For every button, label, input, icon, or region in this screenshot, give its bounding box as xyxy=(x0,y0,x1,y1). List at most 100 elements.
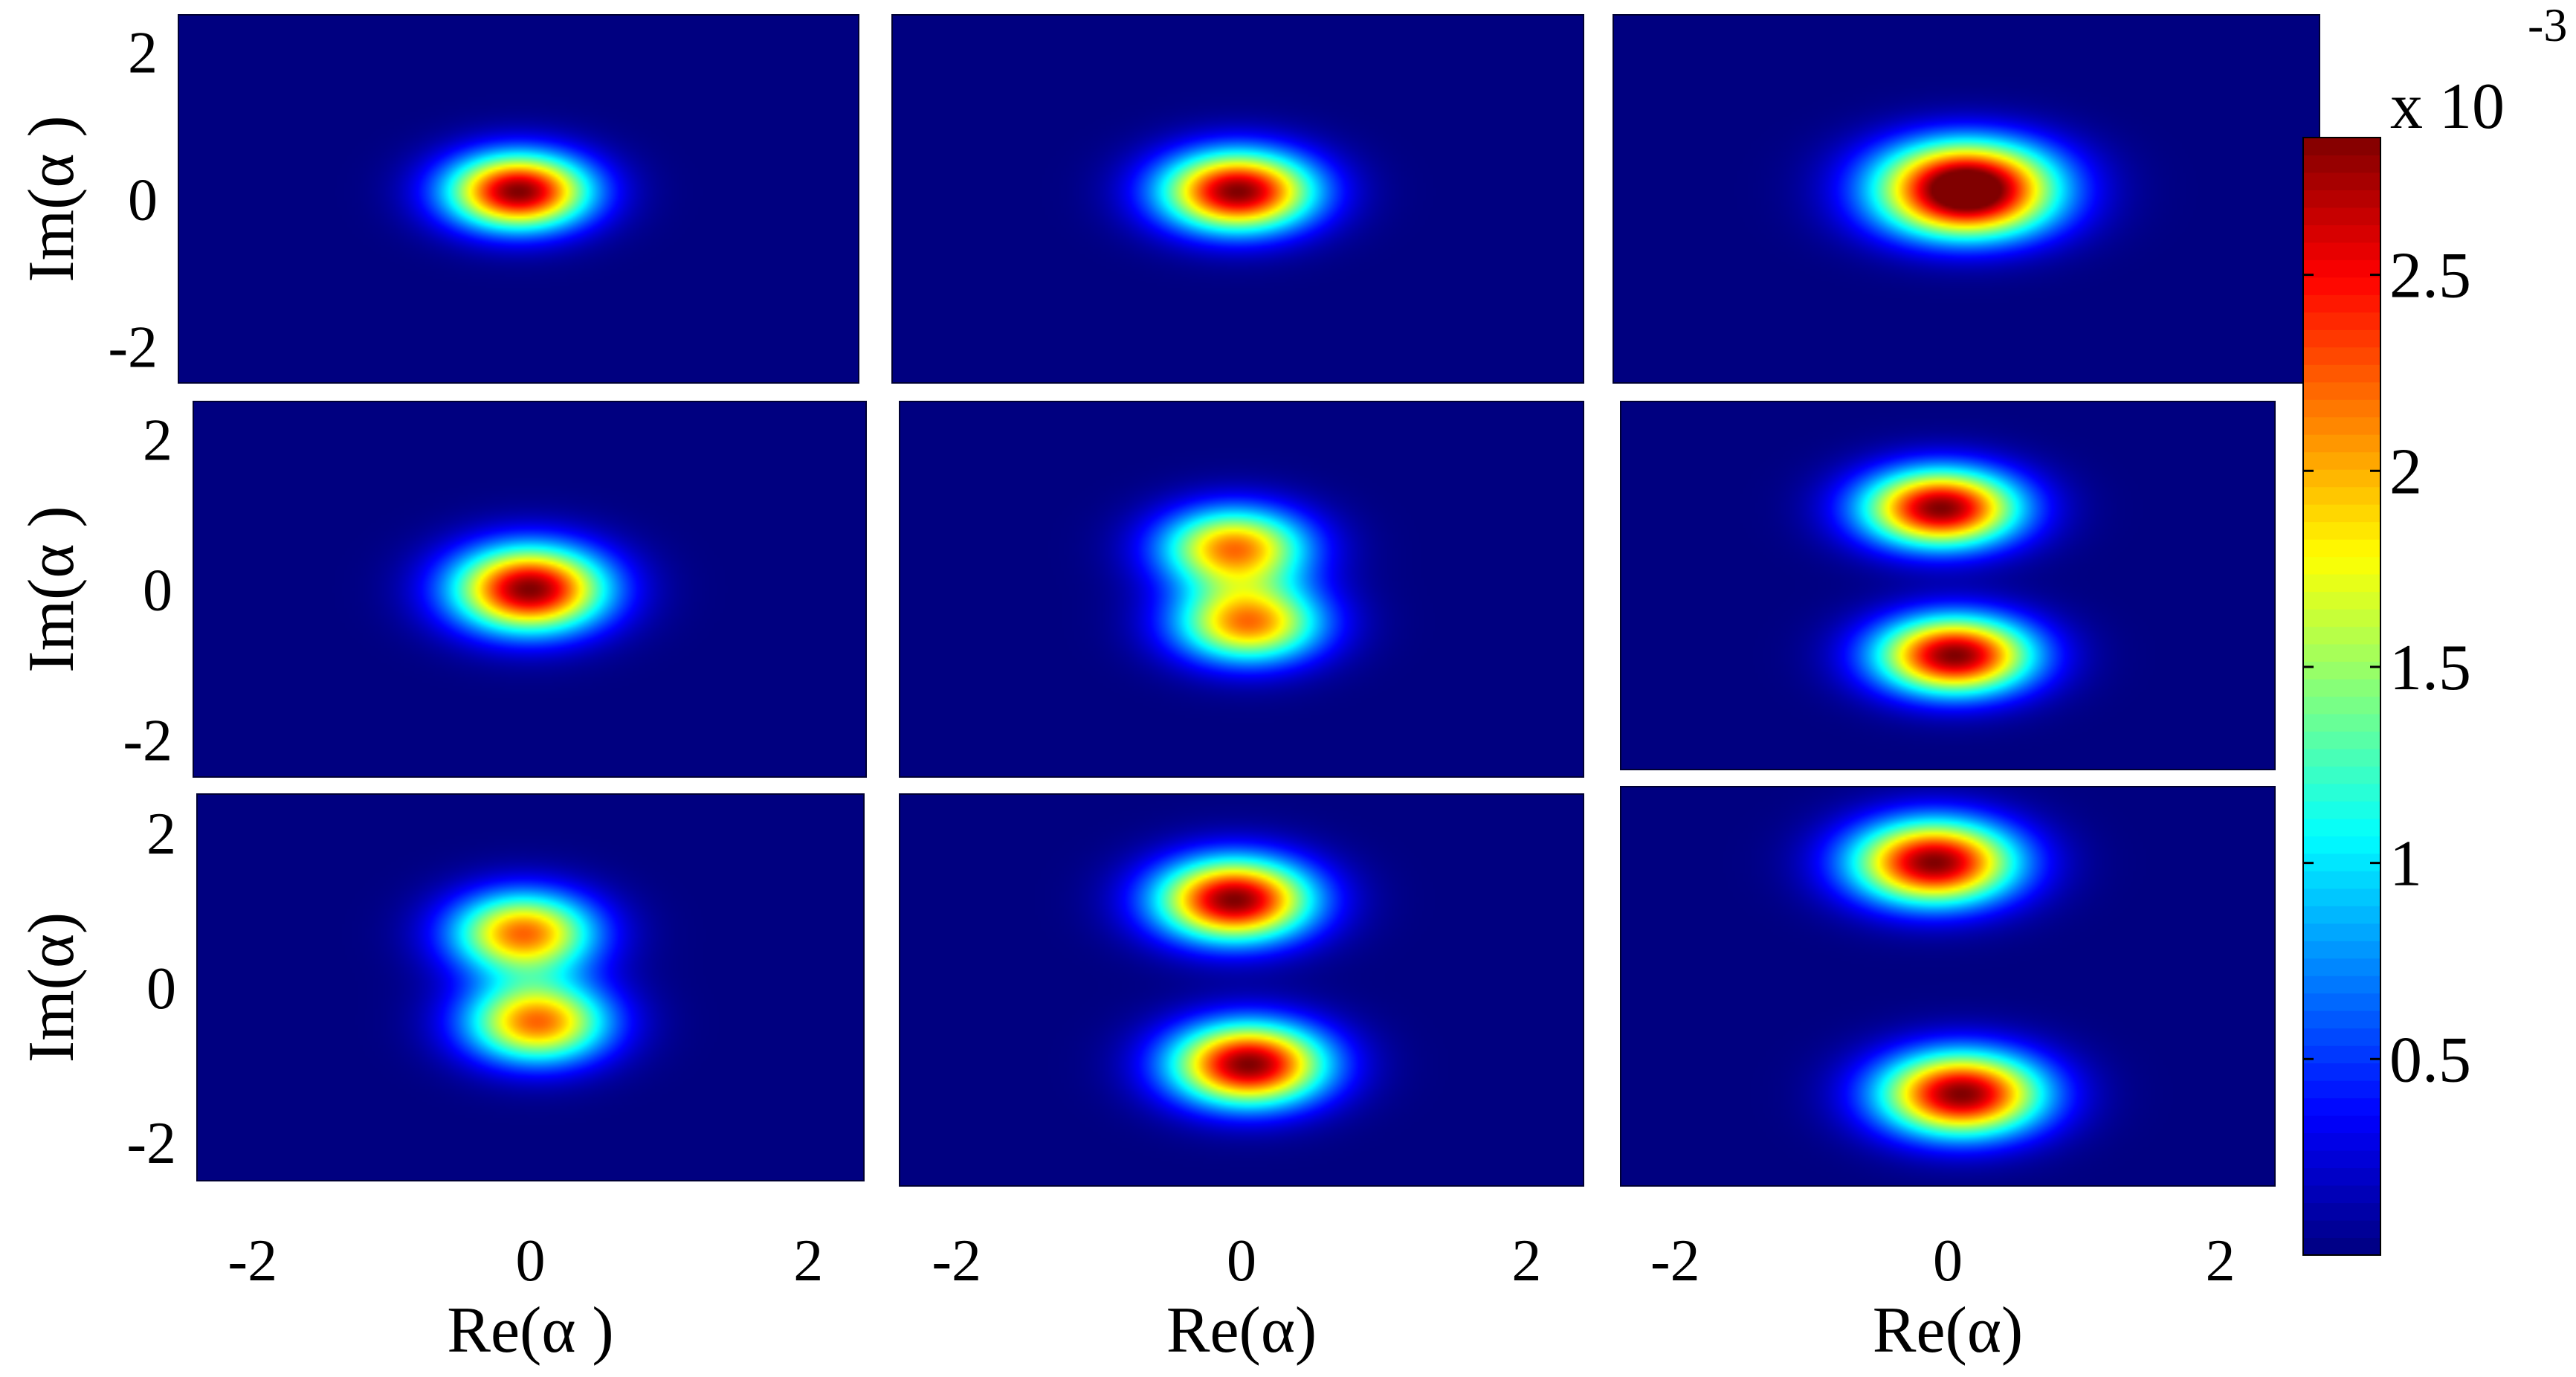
colorbar-band xyxy=(2303,329,2380,348)
colorbar-band xyxy=(2303,888,2380,906)
colorbar-band xyxy=(2303,381,2380,400)
colorbar-band xyxy=(2303,748,2380,767)
panel-frame-7 xyxy=(196,793,865,1181)
colorbar-band xyxy=(2303,993,2380,1011)
x-tick-label: -2 xyxy=(932,1228,981,1294)
colorbar-band xyxy=(2303,923,2380,941)
panel-frame-6 xyxy=(1620,401,2276,770)
colorbar-band xyxy=(2303,608,2380,628)
x-tick-label: 2 xyxy=(1511,1228,1541,1294)
colorbar-band xyxy=(2303,538,2380,558)
y-axis-label: Im(α ) xyxy=(16,506,88,672)
y-tick-label: -2 xyxy=(123,709,172,774)
heatmap-panel-4 xyxy=(193,402,866,777)
x-axis-label: Re(α ) xyxy=(447,1294,613,1367)
y-tick-label: 2 xyxy=(143,408,172,474)
panel-frame-5 xyxy=(899,401,1584,778)
x-axes: -2 0 2 Re(α ) -2 0 2 Re(α) -2 0 2 Re(α) xyxy=(227,1228,2235,1367)
panel-frame-9 xyxy=(1620,786,2276,1187)
colorbar-band xyxy=(2303,643,2380,662)
colorbar-band xyxy=(2303,626,2380,645)
panel-frame-2 xyxy=(891,14,1584,384)
heatmap-panel-2 xyxy=(892,15,1584,383)
x-axis-label: Re(α) xyxy=(1166,1294,1317,1367)
x-tick-label: 2 xyxy=(2206,1228,2236,1294)
y-axis-label: Im(α) xyxy=(16,912,88,1062)
colorbar-exponent-value: -3 xyxy=(2528,0,2567,51)
heatmap-panel-8 xyxy=(900,794,1584,1186)
colorbar-band xyxy=(2303,207,2380,225)
colorbar-band xyxy=(2303,242,2380,260)
heatmap-panel-9 xyxy=(1621,787,2275,1186)
colorbar-band xyxy=(2303,800,2380,819)
colorbar-band xyxy=(2303,765,2380,784)
colorbar-band xyxy=(2303,364,2380,383)
colorbar-band xyxy=(2303,835,2380,854)
y-tick-label: 0 xyxy=(146,956,176,1022)
panel-frame-4 xyxy=(193,401,867,778)
y-axis-label: Im(α ) xyxy=(16,115,88,282)
colorbar-band xyxy=(2303,678,2380,697)
x-tick-label: 0 xyxy=(516,1228,546,1294)
colorbar-band xyxy=(2303,433,2380,453)
colorbar-band xyxy=(2303,486,2380,505)
x-tick-label: 0 xyxy=(1933,1228,1963,1294)
y-tick-label: 0 xyxy=(128,168,158,233)
heatmap-panel-7 xyxy=(197,794,864,1181)
x-axis-label: Re(α) xyxy=(1873,1294,2023,1367)
colorbar-band xyxy=(2303,556,2380,575)
colorbar-band xyxy=(2303,696,2380,715)
colorbar-band xyxy=(2303,870,2380,889)
colorbar-band xyxy=(2303,905,2380,924)
colorbar-tick-label: 0.5 xyxy=(2389,1024,2471,1096)
colorbar-tick-label: 2 xyxy=(2389,436,2422,508)
colorbar-band xyxy=(2303,1167,2380,1186)
x-tick-label: 0 xyxy=(1227,1228,1256,1294)
colorbar-band xyxy=(2303,975,2380,994)
y-tick-label: 0 xyxy=(143,558,172,624)
colorbar-band xyxy=(2303,853,2380,871)
colorbar-band xyxy=(2303,172,2380,190)
colorbar-band xyxy=(2303,940,2380,959)
colorbar-band xyxy=(2303,1219,2380,1239)
y-tick-label: 2 xyxy=(128,21,158,86)
colorbar-band xyxy=(2303,1010,2380,1029)
colorbar-band xyxy=(2303,312,2380,330)
heatmap-panel-3 xyxy=(1613,15,2320,383)
colorbar-exponent-label: x 10 xyxy=(2390,71,2505,143)
colorbar-band xyxy=(2303,1045,2380,1064)
colorbar-tick-label: 2.5 xyxy=(2389,240,2471,312)
y-axes: 2 0 -2 Im(α ) 2 0 -2 Im(α ) 2 0 -2 Im(α) xyxy=(16,21,176,1177)
colorbar-band xyxy=(2303,277,2380,295)
colorbar-band xyxy=(2303,573,2380,593)
colorbar-band xyxy=(2303,818,2380,836)
panel-frame-8 xyxy=(899,793,1584,1187)
colorbar-tick-label: 1.5 xyxy=(2389,632,2471,704)
colorbar-band xyxy=(2303,958,2380,976)
colorbar-band xyxy=(2303,1237,2380,1256)
y-tick-label: -2 xyxy=(126,1111,176,1176)
colorbar-band xyxy=(2303,730,2380,749)
colorbar-band xyxy=(2303,451,2380,470)
colorbar-band xyxy=(2303,1184,2380,1204)
colorbar-band xyxy=(2303,661,2380,680)
colorbar-tick-label: 1 xyxy=(2389,828,2422,900)
y-tick-label: -2 xyxy=(108,315,158,381)
panel-frame-1 xyxy=(178,14,859,384)
colorbar-band xyxy=(2303,1132,2380,1151)
x-tick-label: 2 xyxy=(793,1228,823,1294)
colorbar-band xyxy=(2303,713,2380,732)
colorbar-band xyxy=(2303,416,2380,435)
colorbar-band xyxy=(2303,346,2380,365)
colorbar-band xyxy=(2303,591,2380,610)
colorbar-band xyxy=(2303,294,2380,313)
x-tick-label: -2 xyxy=(1650,1228,1700,1294)
colorbar-band xyxy=(2303,1149,2380,1169)
colorbar-band xyxy=(2303,1202,2380,1221)
colorbar-band xyxy=(2303,399,2380,418)
colorbar-band xyxy=(2303,259,2380,278)
colorbar-band xyxy=(2303,521,2380,540)
heatmap-panel-1 xyxy=(178,15,859,383)
heatmap-panel-6 xyxy=(1621,402,2275,770)
